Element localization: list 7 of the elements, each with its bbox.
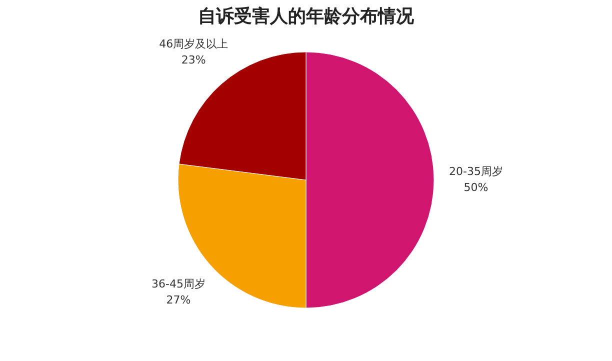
data-label: 23% <box>181 53 206 66</box>
data-label: 27% <box>166 293 191 306</box>
data-label: 50% <box>464 181 488 194</box>
chart-title: 自诉受害人的年龄分布情况 <box>198 6 415 27</box>
slice-label: 20-35周岁 <box>449 165 503 178</box>
slice-label: 46周岁及以上 <box>159 37 228 50</box>
slice-label: 36-45周岁 <box>151 277 206 290</box>
